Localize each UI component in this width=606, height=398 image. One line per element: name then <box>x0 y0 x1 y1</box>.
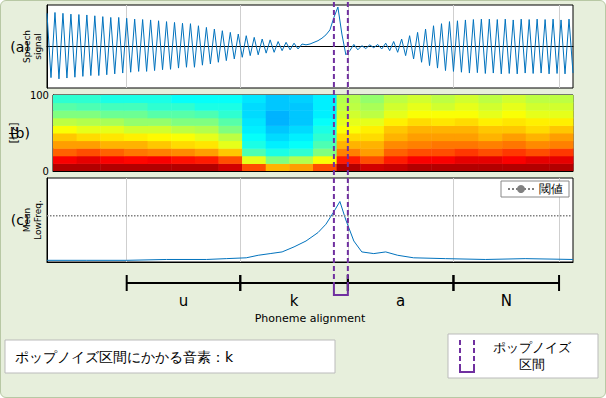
svg-text:区間: 区間 <box>519 357 545 372</box>
svg-text:ポップノイズ区間にかかる音素：k: ポップノイズ区間にかかる音素：k <box>15 349 234 365</box>
svg-text:[Hz]: [Hz] <box>8 123 19 144</box>
svg-text:Mean: Mean <box>22 208 32 233</box>
svg-text:u: u <box>179 292 189 310</box>
svg-text:(c): (c) <box>10 212 30 228</box>
svg-text:LowFreq.: LowFreq. <box>33 200 43 240</box>
svg-text:0: 0 <box>43 166 49 177</box>
svg-text:signal: signal <box>33 33 43 60</box>
svg-text:ポップノイズ: ポップノイズ <box>493 340 572 355</box>
svg-text:Phoneme alignment: Phoneme alignment <box>255 312 366 325</box>
svg-text:N: N <box>501 292 512 310</box>
svg-text:100: 100 <box>30 90 49 101</box>
svg-text:k: k <box>290 292 299 310</box>
svg-text:閾値: 閾値 <box>539 182 563 196</box>
svg-text:Speech: Speech <box>22 30 32 63</box>
svg-text:a: a <box>396 292 405 310</box>
svg-text:(a): (a) <box>10 38 30 55</box>
svg-text:(b): (b) <box>10 125 30 141</box>
